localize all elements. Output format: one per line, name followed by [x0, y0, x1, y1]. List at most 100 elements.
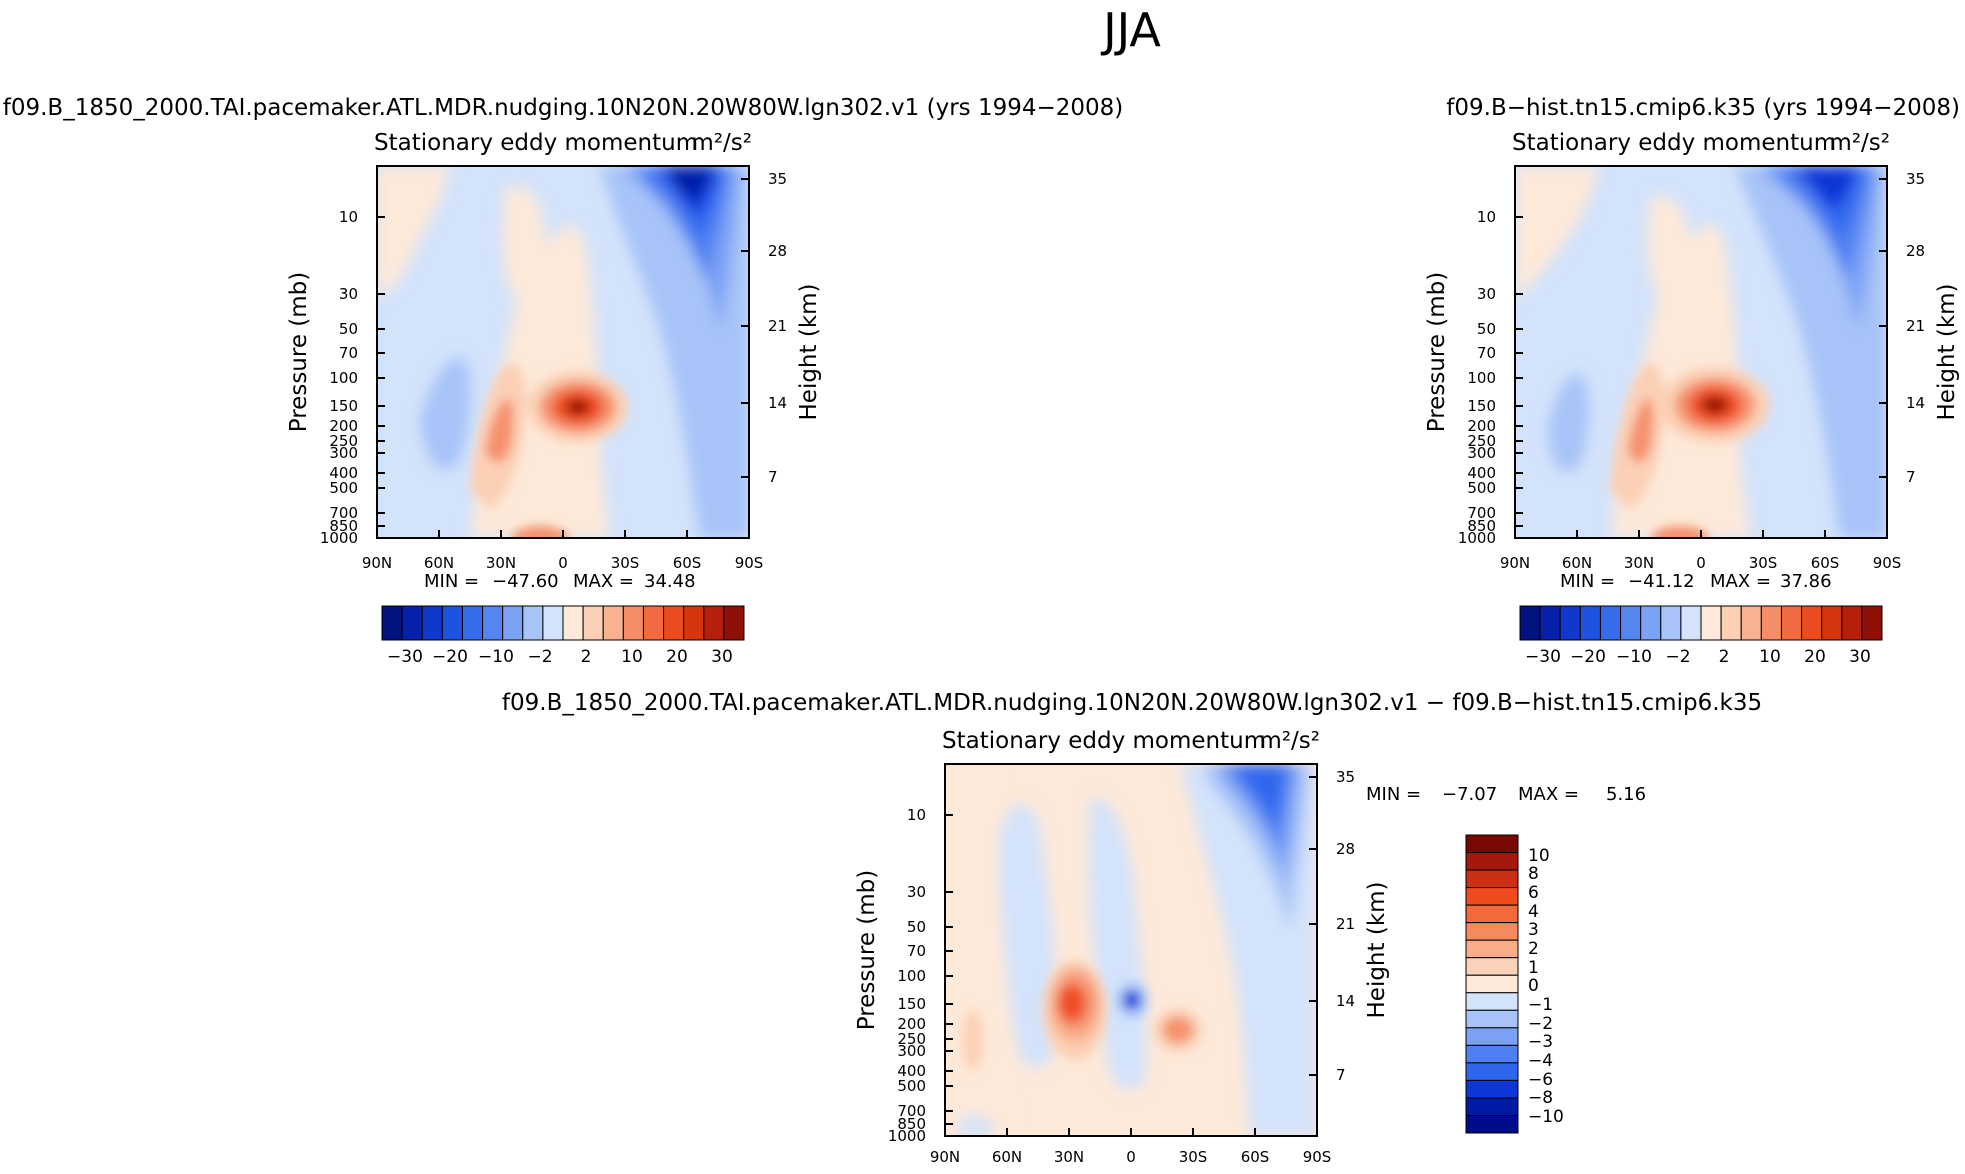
panel-2-case-title: f09.B−hist.tn15.cmip6.k35 (yrs 1994−2008… [1446, 95, 1960, 121]
panel-2-ytick: 400 [1467, 464, 1496, 482]
panel-3-colorbar-label: 6 [1528, 883, 1539, 903]
panel-1-ytick: 10 [339, 208, 358, 226]
colorbar-swatch [1465, 1027, 1519, 1046]
panel-2-ytick: 150 [1467, 397, 1496, 415]
panel-3-plot-area [945, 764, 1317, 1136]
panel-1-ytick: 100 [329, 369, 358, 387]
panel-2-pos-max-4 [1702, 396, 1728, 414]
panel-1-ytick: 70 [339, 344, 358, 362]
panel-1-min-value: −47.60 [492, 571, 559, 592]
panel-3-tick-marks [944, 776, 1318, 1136]
panel-2-xtick: 30N [1624, 554, 1654, 572]
panel-1-xtick: 60N [424, 554, 454, 572]
panel-3-y2tick: 7 [1336, 1066, 1346, 1084]
panel-2-colorbar-label: 10 [1759, 647, 1781, 667]
colorbar-swatch [723, 605, 745, 641]
panel-1-pos-max-4 [566, 399, 590, 415]
panel-1-ytick: 400 [329, 464, 358, 482]
panel-1-y2tick: 35 [768, 170, 787, 188]
panel-2-tick-marks [1514, 178, 1888, 538]
panel-3-xtick: 30S [1179, 1148, 1208, 1166]
panel-3-ytick: 250 [897, 1030, 926, 1048]
panel-2-colorbar-label: −20 [1570, 647, 1606, 667]
panel-1-neg-left [420, 358, 471, 470]
panel-2-colorbar-label: 20 [1804, 647, 1826, 667]
panel-1-ytick: 850 [329, 517, 358, 535]
panel-3-colorbar-label: 4 [1528, 902, 1539, 922]
colorbar-swatch [401, 605, 423, 641]
panel-1-colorbar-label: −30 [387, 647, 423, 667]
colorbar-swatch [1465, 887, 1519, 906]
panel-1-y2tick: 21 [768, 317, 787, 335]
colorbar-swatch [1620, 605, 1642, 641]
panel-1-y2tick: 28 [768, 242, 787, 260]
panel-2-units: m²/s² [1829, 130, 1890, 156]
colorbar-swatch [622, 605, 644, 641]
colorbar-swatch [683, 605, 705, 641]
panel-3-neg-small-inner [1124, 991, 1140, 1009]
panel-3-neg-left-sm [955, 1114, 995, 1136]
panel-2-min-label: MIN = [1560, 571, 1615, 592]
panel-2-ytick: 500 [1467, 479, 1496, 497]
colorbar-swatch [1465, 939, 1519, 959]
panel-1-min-label: MIN = [424, 571, 479, 592]
panel-3-ytick: 850 [897, 1115, 926, 1133]
panel-2-ytick: 10 [1477, 208, 1496, 226]
panel-3-colorbar-label: −4 [1528, 1051, 1553, 1071]
panel-3-y2tick: 14 [1336, 992, 1355, 1010]
panel-3-neg-mid-band [998, 803, 1057, 1069]
panel-1-ylabel: Pressure (mb) [286, 272, 312, 432]
panel-1-positive-center [503, 186, 546, 300]
panel-1-y2tick: 14 [768, 394, 787, 412]
panel-2-y2tick: 7 [1906, 468, 1916, 486]
panel-2-ytick: 250 [1467, 432, 1496, 450]
panel-1-colorbar-label: 2 [581, 647, 592, 667]
panel-1-y2tick: 7 [768, 468, 778, 486]
colorbar-swatch [421, 605, 443, 641]
panel-3-colorbar-label: 0 [1528, 976, 1539, 996]
panel-3-xtick: 90N [930, 1148, 960, 1166]
colorbar-swatch [582, 605, 604, 641]
colorbar-swatch [441, 605, 463, 641]
colorbar-swatch [482, 605, 504, 641]
panel-2-colorbar-labels: −30 −20 −10 −2 2 10 20 30 [1525, 647, 1871, 667]
panel-3-ytick: 100 [897, 967, 926, 985]
colorbar-swatch [703, 605, 725, 641]
panel-2-colorbar-label: 2 [1719, 647, 1730, 667]
panel-1-max-value: 34.48 [644, 571, 696, 592]
panel-3: f09.B_1850_2000.TAI.pacemaker.ATL.MDR.nu… [502, 690, 1762, 1166]
colorbar-swatch [1720, 605, 1742, 641]
panel-3-pos-left [963, 1010, 983, 1070]
colorbar-swatch [642, 605, 665, 641]
panel-3-ytick: 50 [907, 918, 926, 936]
panel-2-neg-jet-5 [1795, 166, 1858, 210]
panel-3-colorbar-label: −1 [1528, 995, 1553, 1015]
panel-3-xtick: 30N [1054, 1148, 1084, 1166]
panel-2-surface-pos [1652, 526, 1708, 538]
panel-2-xtick: 90S [1873, 554, 1902, 572]
panel-3-colorbar-label: −3 [1528, 1032, 1553, 1052]
panel-1-xtick: 30N [486, 554, 516, 572]
panel-1-colorbar-label: 20 [666, 647, 688, 667]
colorbar-swatch [1760, 605, 1782, 641]
panel-2-min-value: −41.12 [1628, 571, 1695, 592]
colorbar-swatch [1465, 852, 1519, 871]
panel-3-y2tick: 35 [1336, 768, 1355, 786]
colorbar-swatch [663, 605, 685, 641]
panel-1-xtick: 0 [558, 554, 568, 572]
panel-3-ticks: 90N 60N 30N 0 30S 60S 90S 10 30 50 70 10… [888, 768, 1355, 1166]
panel-1-ytick: 250 [329, 432, 358, 450]
panel-3-y2tick: 21 [1336, 915, 1355, 933]
panel-2-xtick: 0 [1696, 554, 1706, 572]
colorbar-swatch [1465, 992, 1519, 1011]
colorbar-swatch [542, 605, 564, 641]
panel-1-positive-left [377, 166, 450, 300]
panel-3-case-title: f09.B_1850_2000.TAI.pacemaker.ATL.MDR.nu… [502, 690, 1762, 716]
colorbar-swatch [502, 605, 524, 641]
panel-1-colorbar-label: −20 [432, 647, 468, 667]
panel-1-xtick: 90N [362, 554, 392, 572]
panel-3-colorbar-label: −2 [1528, 1014, 1553, 1034]
panel-2-y2tick: 28 [1906, 242, 1925, 260]
panel-3-ytick: 10 [907, 806, 926, 824]
colorbar-swatch [1465, 904, 1519, 924]
